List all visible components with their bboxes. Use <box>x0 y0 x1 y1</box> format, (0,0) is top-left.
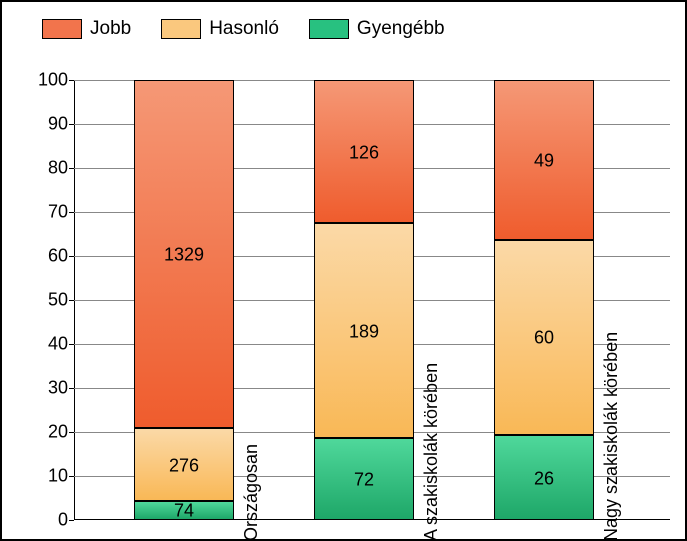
bar-segment-hasonlo: 60 <box>494 240 594 435</box>
category-label: Országosan <box>241 444 262 541</box>
legend: Jobb Hasonló Gyengébb <box>42 18 445 40</box>
bar-segment-gyengebb: 72 <box>314 438 414 520</box>
legend-item: Jobb <box>42 18 131 40</box>
bar-segment-hasonlo: 276 <box>134 428 234 500</box>
bar-segment-jobb: 1329 <box>134 80 234 428</box>
bar-value-label: 60 <box>495 328 593 349</box>
legend-label: Jobb <box>90 18 131 40</box>
legend-swatch <box>309 19 349 39</box>
y-tick-label: 50 <box>20 290 74 311</box>
y-tick-label: 70 <box>20 202 74 223</box>
legend-swatch <box>42 19 82 39</box>
bar-value-label: 26 <box>495 468 593 489</box>
legend-label: Hasonló <box>209 18 279 40</box>
legend-item: Gyengébb <box>309 18 445 40</box>
y-tick-label: 100 <box>20 70 74 91</box>
y-tick-label: 20 <box>20 422 74 443</box>
y-tick-label: 10 <box>20 466 74 487</box>
bar-segment-gyengebb: 26 <box>494 435 594 520</box>
y-tick-label: 80 <box>20 158 74 179</box>
bar-value-label: 72 <box>315 470 413 491</box>
y-tick-label: 90 <box>20 114 74 135</box>
y-tick-label: 60 <box>20 246 74 267</box>
y-tick-label: 0 <box>20 510 74 531</box>
bar-value-label: 49 <box>495 150 593 171</box>
legend-swatch <box>161 19 201 39</box>
legend-label: Gyengébb <box>357 18 445 40</box>
plot-area: 0102030405060708090100742761329Országosa… <box>74 80 670 520</box>
bar-segment-jobb: 126 <box>314 80 414 223</box>
y-tick-label: 40 <box>20 334 74 355</box>
bar-value-label: 189 <box>315 321 413 342</box>
bar-value-label: 276 <box>135 455 233 476</box>
category-label: Nagy szakiskolák körében <box>601 332 622 541</box>
bar-segment-hasonlo: 189 <box>314 223 414 438</box>
bar-segment-jobb: 49 <box>494 80 594 240</box>
bar-value-label: 74 <box>135 501 233 522</box>
chart-frame: Jobb Hasonló Gyengébb 0 10 20 30 40 50 60 70 80 90 1… <box>0 0 687 541</box>
bar-segment-gyengebb: 74 <box>134 501 234 520</box>
bar-value-label: 1329 <box>135 245 233 266</box>
legend-item: Hasonló <box>161 18 279 40</box>
y-tick-label: 30 <box>20 378 74 399</box>
category-label: A szakiskolák körében <box>421 363 442 541</box>
bar-value-label: 126 <box>315 142 413 163</box>
